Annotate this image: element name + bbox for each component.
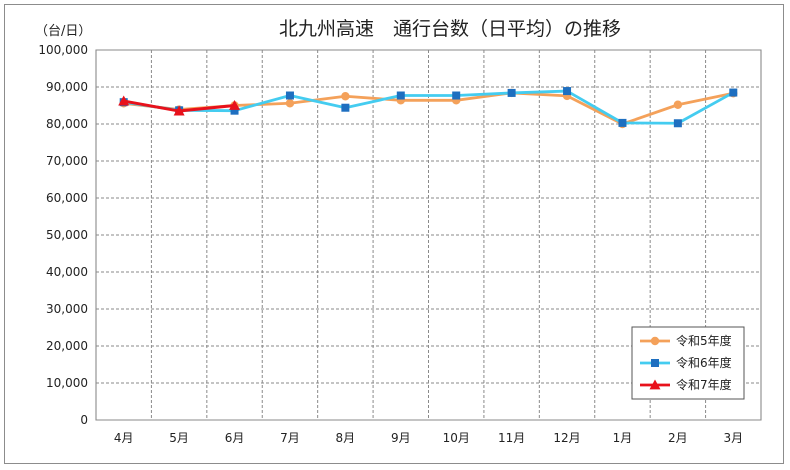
series-point	[507, 88, 516, 97]
x-axis-ticks: 4月 5月 6月 7月 8月 9月 10月 11月 12月 1月 2月 3月	[114, 431, 743, 445]
series-3	[118, 95, 241, 116]
y-tick-label: 40,000	[46, 265, 88, 279]
legend-label: 令和7年度	[676, 377, 732, 392]
y-axis-unit-label: （台/日）	[35, 24, 91, 39]
y-tick-label: 50,000	[46, 228, 88, 242]
y-axis-ticks: 0 10,000 20,000 30,000 40,000 50,000 60,000 70,…	[38, 43, 88, 427]
series-point	[673, 119, 682, 128]
line-chart: 北九州高速 通行台数（日平均）の推移 （台/日） 0 10,000 20,000 30…	[35, 18, 762, 445]
x-tick-label: 12月	[553, 431, 580, 445]
y-tick-label: 80,000	[46, 117, 88, 131]
x-tick-label: 10月	[443, 431, 470, 445]
series-point	[230, 106, 239, 115]
legend-swatch-marker	[650, 336, 660, 346]
series-point	[118, 95, 130, 106]
y-tick-label: 30,000	[46, 302, 88, 316]
x-tick-label: 2月	[668, 431, 688, 445]
series-point	[673, 100, 683, 109]
series-layer	[118, 87, 738, 129]
x-tick-label: 7月	[280, 431, 300, 445]
series-point	[563, 87, 572, 96]
x-tick-label: 4月	[114, 431, 134, 445]
series-point	[452, 91, 461, 100]
series-point	[341, 103, 350, 112]
y-tick-label: 70,000	[46, 154, 88, 168]
x-tick-label: 1月	[613, 431, 633, 445]
legend-label: 令和6年度	[676, 355, 732, 370]
x-tick-label: 5月	[169, 431, 189, 445]
series-point	[341, 92, 350, 101]
legend-swatch-marker	[651, 359, 659, 367]
y-tick-label: 90,000	[46, 80, 88, 94]
y-tick-label: 0	[80, 413, 88, 427]
x-tick-label: 3月	[723, 431, 743, 445]
y-tick-label: 10,000	[46, 376, 88, 390]
series-point	[729, 88, 738, 97]
x-tick-label: 9月	[391, 431, 411, 445]
series-line	[123, 89, 734, 125]
x-tick-label: 8月	[336, 431, 356, 445]
x-tick-label: 11月	[498, 431, 525, 445]
y-tick-label: 60,000	[46, 191, 88, 205]
chart-title: 北九州高速 通行台数（日平均）の推移	[279, 18, 621, 40]
legend-label: 令和5年度	[676, 333, 732, 348]
y-tick-label: 100,000	[38, 43, 88, 57]
legend-swatch-marker	[649, 379, 661, 390]
x-tick-label: 6月	[225, 431, 245, 445]
series-point	[618, 118, 627, 127]
chart-frame: 北九州高速 通行台数（日平均）の推移 （台/日） 0 10,000 20,000 30…	[4, 4, 784, 464]
series-point	[285, 99, 295, 108]
series-point	[173, 105, 185, 116]
series-point	[229, 100, 241, 110]
series-point	[396, 91, 405, 100]
y-tick-label: 20,000	[46, 339, 88, 353]
series-point	[285, 91, 294, 100]
